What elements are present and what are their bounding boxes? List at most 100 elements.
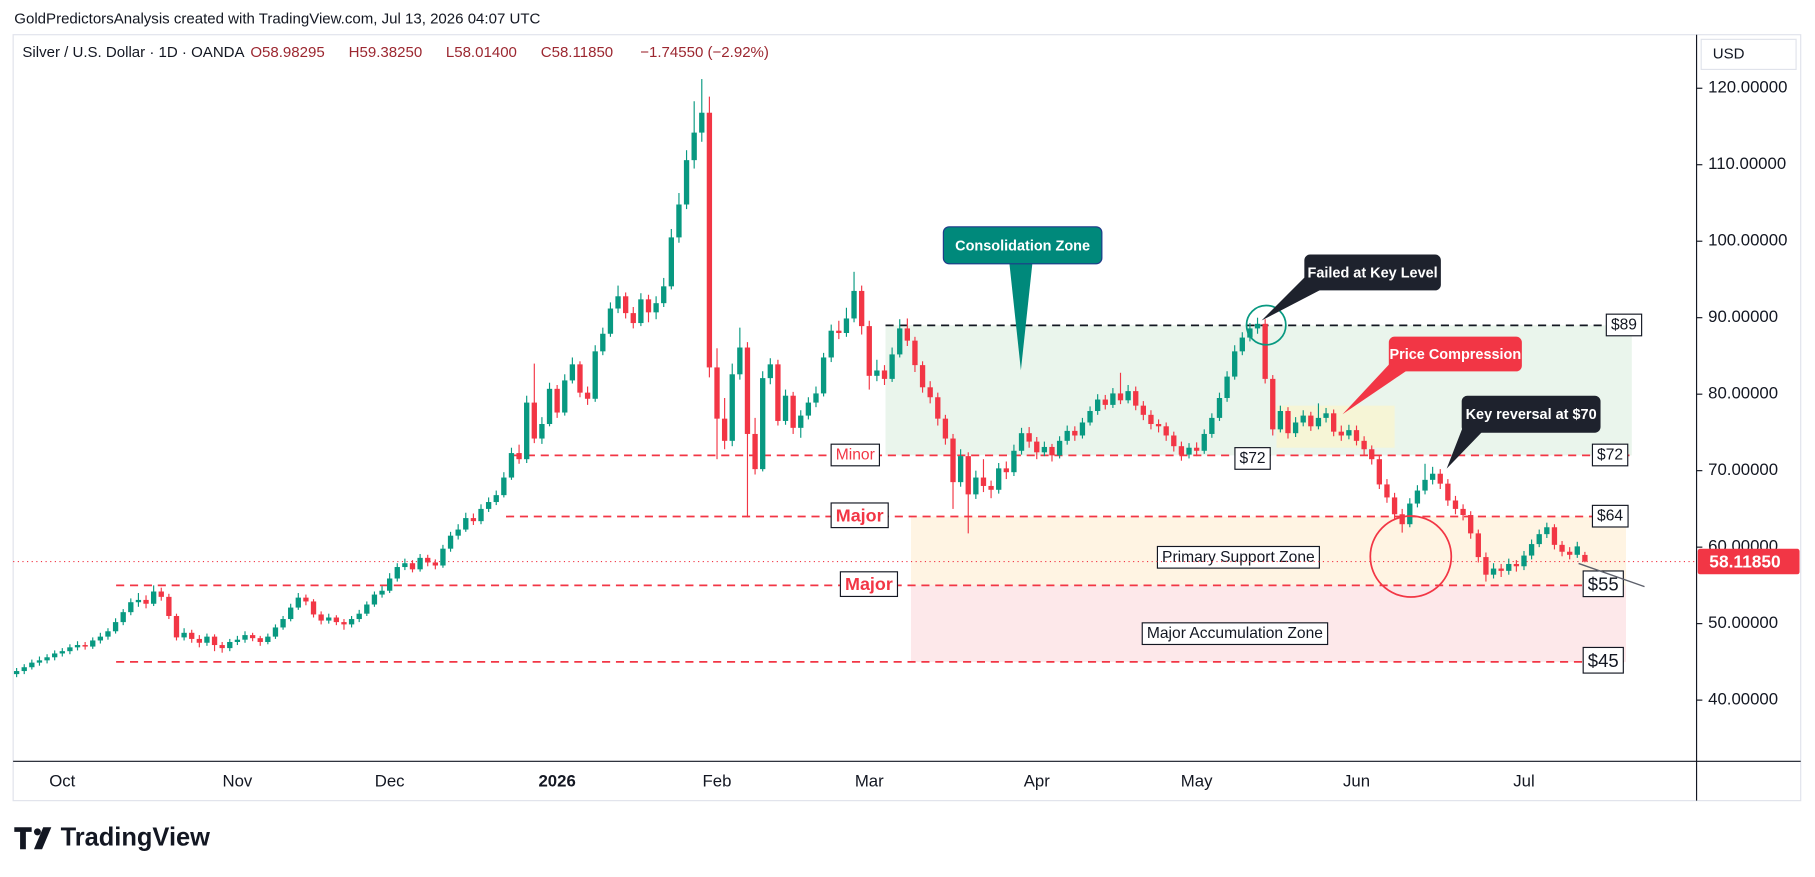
candle-body [1277,411,1284,430]
candle-body [577,364,583,393]
level-label: $45 [1588,650,1619,671]
candle-body [326,617,332,621]
candle-body [775,364,781,421]
candle-body [36,660,43,663]
candle-body [1049,446,1055,456]
candle-body [1026,433,1032,442]
x-tick-label: Oct [49,772,75,791]
last-price-label: 58.11850 [1709,551,1780,571]
candle-body [1407,503,1413,525]
x-tick-label: 2026 [538,772,575,791]
candle-body [1178,446,1185,455]
candle-body [417,557,423,570]
candle-body [1429,473,1436,480]
pointer-line [1578,562,1645,588]
candle-body [493,495,499,503]
candle-body [29,662,35,668]
currency: USD [1713,45,1745,62]
candle-body [996,468,1002,490]
candle-body [1498,568,1504,571]
axes: 40.0000050.0000060.0000070.0000080.00000… [49,78,1800,791]
candle-body [485,502,492,509]
level-tag: Major [836,505,884,525]
candle-body [668,237,674,287]
level-label-group: $89 [1605,313,1643,337]
candle-body [1209,417,1215,434]
candle-body [1559,544,1565,552]
candle-body [592,351,598,399]
candle-body [980,477,987,486]
candle-body [97,636,104,641]
logo-mark [33,828,41,836]
header: GoldPredictorsAnalysis created with Trad… [14,11,540,28]
candle-body [1338,431,1344,436]
candle-body [919,365,926,388]
candle-body [1490,568,1497,575]
level-tag-box [830,443,881,467]
candle-body [265,636,271,642]
x-tick-label: Jul [1513,772,1534,791]
candle-body [227,641,233,649]
candle-body [310,601,317,615]
candle-body [272,627,279,637]
candle-body [1095,399,1101,412]
candle-body [112,622,119,632]
level-label: $89 [1611,316,1637,333]
legend-close: C58.11850 [541,44,613,61]
candle-body [1003,468,1009,473]
candle-body [531,402,537,439]
candle-body [1018,433,1025,451]
candle-body [463,518,469,530]
candle-body [303,597,309,602]
candle-body [67,647,73,652]
candle-body [1079,422,1086,436]
candle-body [1216,398,1223,418]
candle-body [1506,563,1512,571]
callout-text: Price Compression [1389,347,1521,363]
candle-body [927,387,933,398]
candle-body [82,645,88,647]
candle-body [752,433,758,470]
candle-body [1247,328,1253,338]
candle-body [1452,500,1459,509]
last-price-box [1697,548,1800,575]
callout-box [942,226,1103,265]
candle-body [425,557,431,563]
candle-body [790,395,796,428]
logo-mark [14,827,32,850]
level-label-box [1582,646,1624,674]
candle-body [379,590,385,595]
candle-body [1254,323,1261,329]
candle-body [729,374,735,441]
candle-body [1292,422,1299,434]
legend-low: L58.01400 [446,44,517,61]
candle-body [1011,450,1017,473]
chart-frame [12,34,1802,802]
candle-body [1513,563,1520,567]
currency-box[interactable] [1700,38,1797,70]
y-tick-label: 70.00000 [1708,460,1778,479]
candle-body [760,378,766,470]
level-tag-group: Major [839,571,899,598]
candle-body [1072,430,1078,436]
candle-body [90,640,96,647]
candle-body [858,290,865,327]
level-label-box [1591,504,1629,528]
candle-body [935,397,941,419]
callout-text: Failed at Key Level [1308,265,1438,281]
legend-open: O58.98295 [250,44,324,61]
zone-label: Primary Support Zone [1162,549,1315,566]
legend-high: H59.38250 [349,44,423,61]
zone-label: Major Accumulation Zone [1147,625,1323,642]
candle-body [889,354,895,379]
candle-body [782,395,789,421]
candle-body [59,651,65,654]
candle-body [630,313,636,324]
candle-body [1117,393,1124,401]
candle-body [1140,405,1147,415]
candle-body [74,645,81,648]
price-tag-box [1234,447,1271,470]
x-tick-label: Nov [222,772,252,791]
candle-body [135,599,142,603]
candle-body [805,402,812,416]
